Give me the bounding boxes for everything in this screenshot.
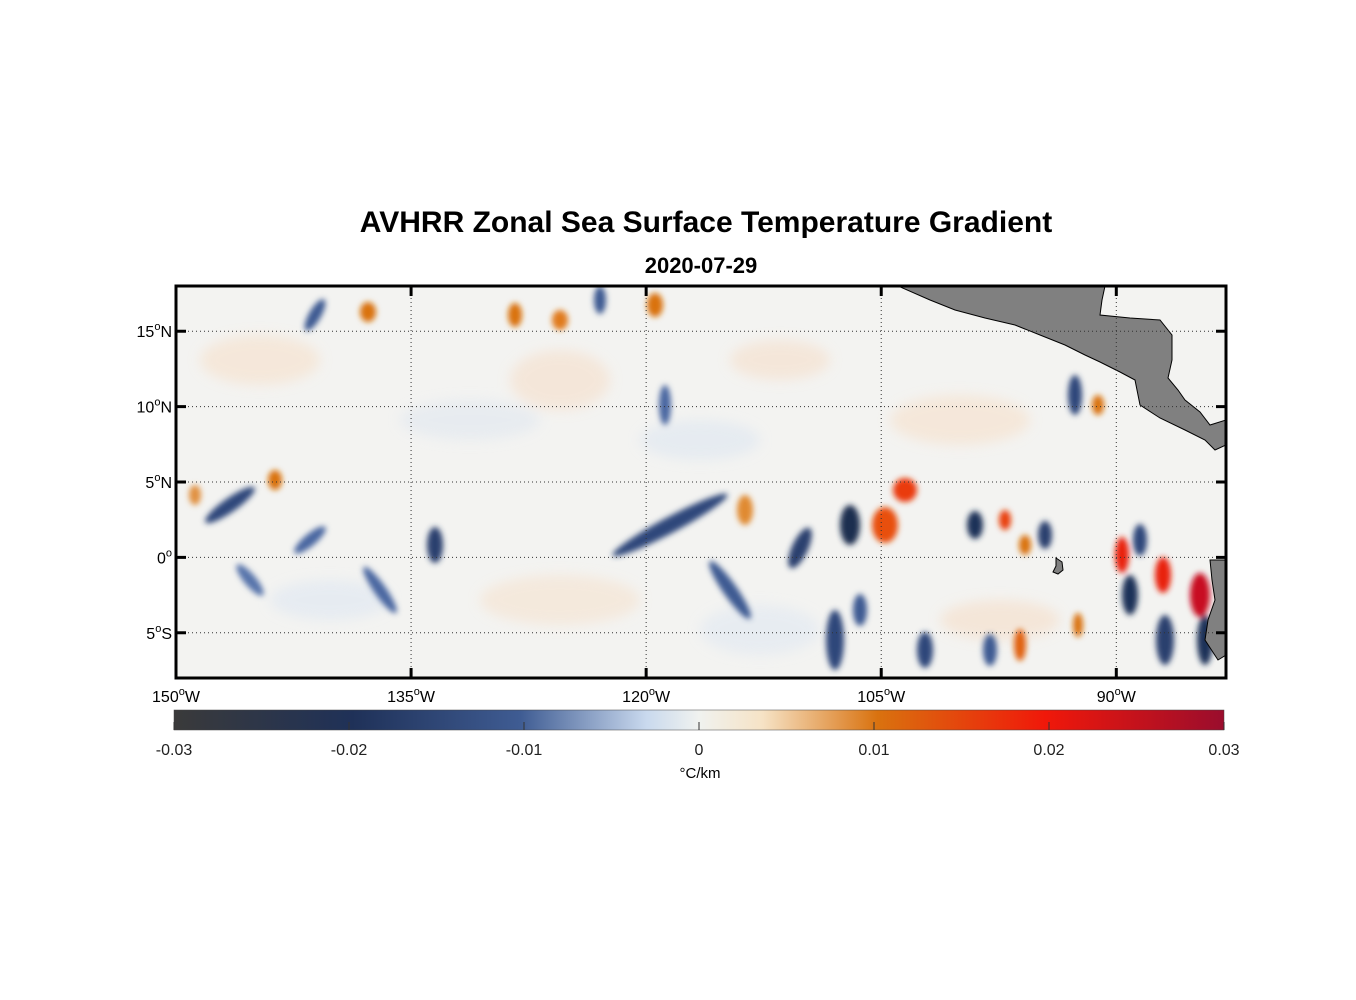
map-title: AVHRR Zonal Sea Surface Temperature Grad…	[359, 206, 1053, 239]
land-mask	[897, 286, 1226, 661]
lon-tick-label: 120oW	[622, 686, 671, 706]
lat-tick-label: 15oN	[137, 321, 172, 341]
map-grid: 15oN 10oN 5oN 0o 5oS 150oW 135oW 120oW 105oW 90oW	[137, 286, 1226, 706]
lat-tick-label: 5oS	[146, 623, 172, 643]
map-frame	[174, 284, 1228, 680]
lon-tick-label: 150oW	[152, 686, 201, 706]
lat-tick-label: 10oN	[137, 397, 172, 417]
lon-tick-label: 135oW	[387, 686, 436, 706]
sst-gradient-field	[176, 286, 1226, 678]
map-subtitle: 2020-07-29	[644, 253, 758, 278]
colorbar-tick-label: -0.02	[331, 742, 368, 759]
lon-tick-label: 90oW	[1097, 686, 1137, 706]
colorbar-ticks: -0.03 -0.02 -0.01 0 0.01 0.02 0.03	[156, 722, 1240, 759]
colorbar-tick-label: 0.03	[1208, 742, 1239, 759]
lon-tick-label: 105oW	[857, 686, 906, 706]
lat-tick-label: 0o	[157, 547, 172, 567]
colorbar-unit-label: °C/km	[679, 765, 721, 782]
colorbar-tick-label: -0.03	[156, 742, 193, 759]
colorbar-tick-label: 0	[695, 742, 704, 759]
colorbar-tick-label: 0.01	[858, 742, 889, 759]
colorbar-tick-label: -0.01	[506, 742, 543, 759]
lat-tick-label: 5oN	[145, 472, 172, 492]
colorbar-tick-label: 0.02	[1033, 742, 1064, 759]
